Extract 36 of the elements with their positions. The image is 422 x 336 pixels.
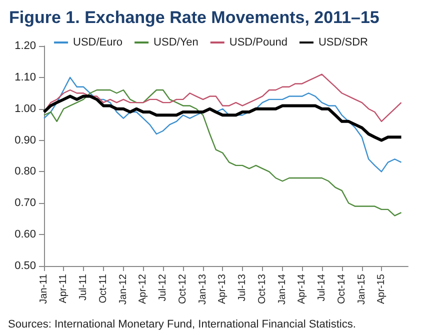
- line-series: [43, 89, 402, 216]
- x-tick-label: Jul-12: [158, 274, 169, 302]
- x-tick-label: Oct-14: [336, 274, 348, 304]
- x-tick-label: Oct-13: [256, 274, 268, 304]
- x-tick-label: Jul-14: [316, 274, 328, 302]
- y-tick-label: 0.90: [14, 134, 36, 146]
- x-tick-label: Apr-11: [58, 274, 70, 304]
- legend-label: USD/Yen: [154, 36, 198, 48]
- line-series: [42, 94, 403, 142]
- y-tick-label: 1.20: [14, 40, 36, 52]
- x-tick-label: Apr-12: [138, 274, 149, 304]
- x-tick-label: Jan-11: [38, 274, 50, 304]
- legend-label: USD/Euro: [73, 36, 123, 48]
- x-tick-label: Oct-12: [178, 274, 189, 304]
- x-tick-label: Apr-13: [217, 274, 228, 304]
- chart-title: Figure 1. Exchange Rate Movements, 2011–15: [9, 8, 380, 27]
- y-tick-label: 1.10: [14, 71, 36, 84]
- y-tick-label: 0.80: [14, 166, 36, 178]
- legend-label: USD/SDR: [318, 36, 368, 48]
- x-tick-label: Jan-15: [356, 274, 368, 305]
- y-tick-label: 1.00: [14, 102, 36, 115]
- x-tick-label: Jul-11: [78, 274, 89, 300]
- y-tick-label: 0.50: [14, 260, 36, 272]
- y-tick-label: 0.70: [14, 197, 36, 210]
- line-series: [43, 76, 402, 172]
- x-tick-label: Jan-13: [198, 274, 209, 305]
- x-tick-label: Oct-11: [98, 274, 109, 304]
- x-tick-label: Apr-15: [376, 274, 387, 304]
- x-tick-label: Jan-14: [276, 274, 288, 305]
- source-note: Sources: International Monetary Fund, International Financial Statistics.: [8, 318, 356, 330]
- legend-label: USD/Pound: [229, 36, 288, 48]
- x-tick-label: Jan-12: [118, 274, 129, 305]
- x-tick-label: Apr-14: [296, 274, 308, 304]
- x-tick-label: Jul-13: [236, 274, 248, 302]
- y-tick-label: 0.60: [14, 228, 36, 241]
- line-series: [43, 74, 402, 122]
